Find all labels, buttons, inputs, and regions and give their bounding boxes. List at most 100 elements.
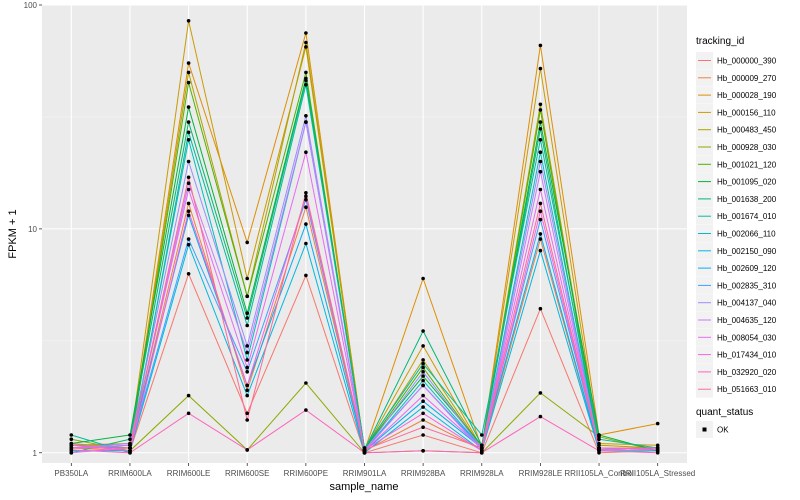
legend-title-quant-status: quant_status (696, 407, 753, 418)
data-point (186, 61, 191, 65)
data-point (186, 209, 191, 213)
x-tick-label: RRIM600LA (108, 469, 152, 478)
legend-label: Hb_000156_110 (717, 108, 776, 117)
data-point (421, 276, 425, 281)
data-point (304, 273, 308, 278)
data-point (69, 446, 74, 450)
data-point (245, 323, 249, 328)
data-point (304, 31, 308, 35)
legend-label: Hb_002150_090 (717, 247, 777, 256)
x-tick-label: RRIM928LE (519, 469, 563, 478)
data-point (538, 201, 543, 206)
data-point (421, 418, 425, 422)
y-tick-label: 100 (24, 1, 38, 10)
data-point (186, 159, 191, 164)
data-point (245, 448, 249, 452)
data-point (245, 383, 249, 388)
data-point (69, 451, 74, 455)
data-point (421, 365, 425, 370)
x-tick-label: RRIM928BA (401, 469, 446, 478)
data-point (538, 391, 543, 395)
legend-label: Hb_002835_310 (717, 281, 777, 290)
data-point (538, 217, 543, 222)
data-point (245, 311, 249, 316)
data-point (538, 120, 543, 124)
data-point (538, 43, 543, 48)
data-point (538, 209, 543, 213)
data-point (304, 83, 308, 87)
data-point (304, 45, 308, 49)
data-point (421, 370, 425, 374)
legend-items: Hb_000000_390 Hb_000009_270 Hb_000028_190 H… (696, 52, 777, 398)
data-point (421, 374, 425, 378)
data-point (421, 393, 425, 398)
data-point (655, 443, 660, 448)
data-point (186, 181, 191, 185)
data-point (304, 241, 308, 246)
legend-label: Hb_051663_010 (717, 385, 777, 394)
data-point (128, 443, 132, 448)
data-point (245, 276, 249, 281)
data-point (538, 138, 543, 142)
data-point (421, 358, 425, 362)
data-point (186, 237, 191, 241)
data-point (304, 381, 308, 385)
legend-title-tracking-id: tracking_id (696, 36, 744, 47)
legend-label: OK (717, 426, 729, 435)
legend-label: Hb_032920_020 (717, 368, 777, 377)
data-point (304, 197, 308, 202)
data-point (245, 316, 249, 320)
data-point (304, 114, 308, 118)
data-point (538, 102, 543, 107)
x-tick-label: RRIM600SE (225, 469, 269, 478)
x-tick-label: RRIM600PE (284, 469, 328, 478)
data-point (538, 159, 543, 164)
y-tick-label: 1 (33, 449, 38, 458)
data-point (245, 393, 249, 398)
x-tick-label: RRII105LA_Control (564, 469, 634, 478)
data-point (186, 213, 191, 218)
data-point (421, 433, 425, 437)
data-point (128, 437, 132, 442)
data-point (597, 433, 601, 437)
data-point (597, 437, 601, 442)
x-tick-label: RRII105LA_Stressed (620, 469, 695, 478)
data-point (421, 449, 425, 453)
data-point (186, 242, 191, 247)
data-points (69, 19, 660, 455)
data-point (538, 127, 543, 131)
legend-label: Hb_001674_010 (717, 212, 777, 221)
legend-label: Hb_000009_270 (717, 74, 777, 83)
data-point (304, 205, 308, 209)
data-point (421, 378, 425, 383)
data-point (128, 433, 132, 437)
data-point (421, 399, 425, 404)
x-axis: PB350LA RRIM600LA RRIM600LE RRIM600SE RRIM60… (54, 463, 695, 478)
data-point (245, 294, 249, 299)
data-point (304, 120, 308, 124)
data-point (186, 272, 191, 276)
legend-label: Hb_000000_390 (717, 57, 777, 66)
data-point (421, 361, 425, 366)
x-axis-title: sample_name (329, 481, 398, 493)
data-point (538, 66, 543, 71)
x-tick-label: RRIM901LA (343, 469, 387, 478)
data-point (655, 446, 660, 450)
legend-label: Hb_004635_120 (717, 316, 777, 325)
legend-label: Hb_002066_110 (717, 230, 776, 239)
data-point (245, 370, 249, 374)
data-point (655, 451, 660, 455)
data-point (655, 421, 660, 426)
data-point (538, 150, 543, 154)
data-point (480, 433, 484, 437)
y-axis: 1 10 100 (24, 1, 42, 458)
data-point (538, 232, 543, 236)
data-point (245, 411, 249, 416)
data-point (304, 222, 308, 226)
data-point (186, 80, 191, 85)
x-tick-label: RRIM928LA (460, 469, 504, 478)
data-point (186, 201, 191, 206)
data-point (304, 150, 308, 154)
data-point (304, 70, 308, 75)
